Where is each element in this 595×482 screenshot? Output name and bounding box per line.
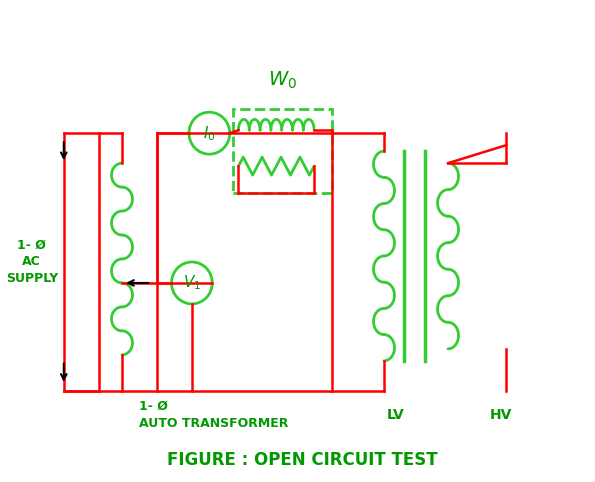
Text: $V_1$: $V_1$ [183, 274, 201, 292]
Text: 1- Ø
AUTO TRANSFORMER: 1- Ø AUTO TRANSFORMER [139, 400, 289, 430]
Text: HV: HV [489, 408, 512, 422]
Text: 1- Ø
AC
SUPPLY: 1- Ø AC SUPPLY [5, 239, 58, 285]
Text: LV: LV [387, 408, 405, 422]
Text: $I_0$: $I_0$ [203, 124, 215, 143]
Text: $W_0$: $W_0$ [268, 70, 297, 91]
Text: FIGURE : OPEN CIRCUIT TEST: FIGURE : OPEN CIRCUIT TEST [167, 451, 438, 469]
